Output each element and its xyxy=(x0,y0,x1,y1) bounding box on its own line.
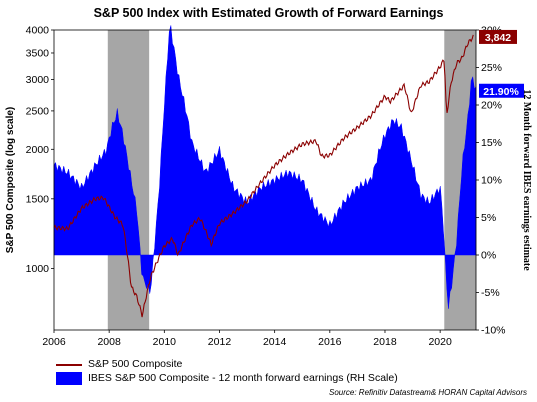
earnings-growth-bars-layer xyxy=(53,25,477,309)
x-tick-label: 2006 xyxy=(42,336,66,348)
x-tick-label: 2010 xyxy=(153,336,177,348)
axes-layer: 1000 1500 2000 2500 3000 3500 4000 -10% -5% 0% 5% 1… xyxy=(5,25,532,349)
right-axis-title: 12 Month forward IBES earnings estimate xyxy=(521,89,532,271)
legend-swatch-ibes xyxy=(56,372,82,385)
right-tick-label: 5% xyxy=(481,212,496,224)
chart-title: S&P 500 Index with Estimated Growth of F… xyxy=(93,6,444,20)
legend-swatch-sp500 xyxy=(56,364,82,366)
left-tick-label: 1000 xyxy=(26,263,50,275)
sp500-line-layer xyxy=(53,34,474,318)
legend-label-ibes: IBES S&P 500 Composite - 12 month forwar… xyxy=(88,372,398,384)
right-tick-label: -5% xyxy=(481,287,500,299)
x-tick-label: 2012 xyxy=(208,336,232,348)
left-axis-title: S&P 500 Composite (log scale) xyxy=(5,107,16,254)
sp500-line xyxy=(53,34,474,318)
x-tick-label: 2020 xyxy=(428,336,452,348)
x-tick-label: 2016 xyxy=(318,336,342,348)
sp500-last-value-label: 3,842 xyxy=(485,32,511,44)
left-tick-label: 4000 xyxy=(26,25,50,37)
ibes-last-value-label: 21.90% xyxy=(483,86,519,98)
legend-label-sp500: S&P 500 Composite xyxy=(88,358,183,370)
x-tick-label: 2014 xyxy=(263,336,287,348)
left-tick-label: 2500 xyxy=(26,105,50,117)
right-tick-label: 15% xyxy=(481,137,502,149)
left-tick-label: 1500 xyxy=(26,193,50,205)
right-tick-label: 0% xyxy=(481,250,496,262)
source-note: Source: Refinitiv Datastream& HORAN Capi… xyxy=(329,388,527,397)
x-tick-label: 2018 xyxy=(373,336,397,348)
right-tick-label: 25% xyxy=(481,62,502,74)
x-tick-label: 2008 xyxy=(97,336,121,348)
left-tick-label: 2000 xyxy=(26,144,50,156)
earnings-growth-area xyxy=(53,25,477,309)
right-tick-label: 10% xyxy=(481,175,502,187)
data-labels-layer: 3,842 21.90% xyxy=(479,29,524,98)
left-tick-label: 3000 xyxy=(26,74,50,86)
right-tick-label: 20% xyxy=(481,100,502,112)
sp500-last-value-box xyxy=(479,29,517,44)
ibes-last-value-box xyxy=(479,83,524,98)
left-tick-label: 3500 xyxy=(26,47,50,59)
right-tick-label: -10% xyxy=(481,325,506,337)
